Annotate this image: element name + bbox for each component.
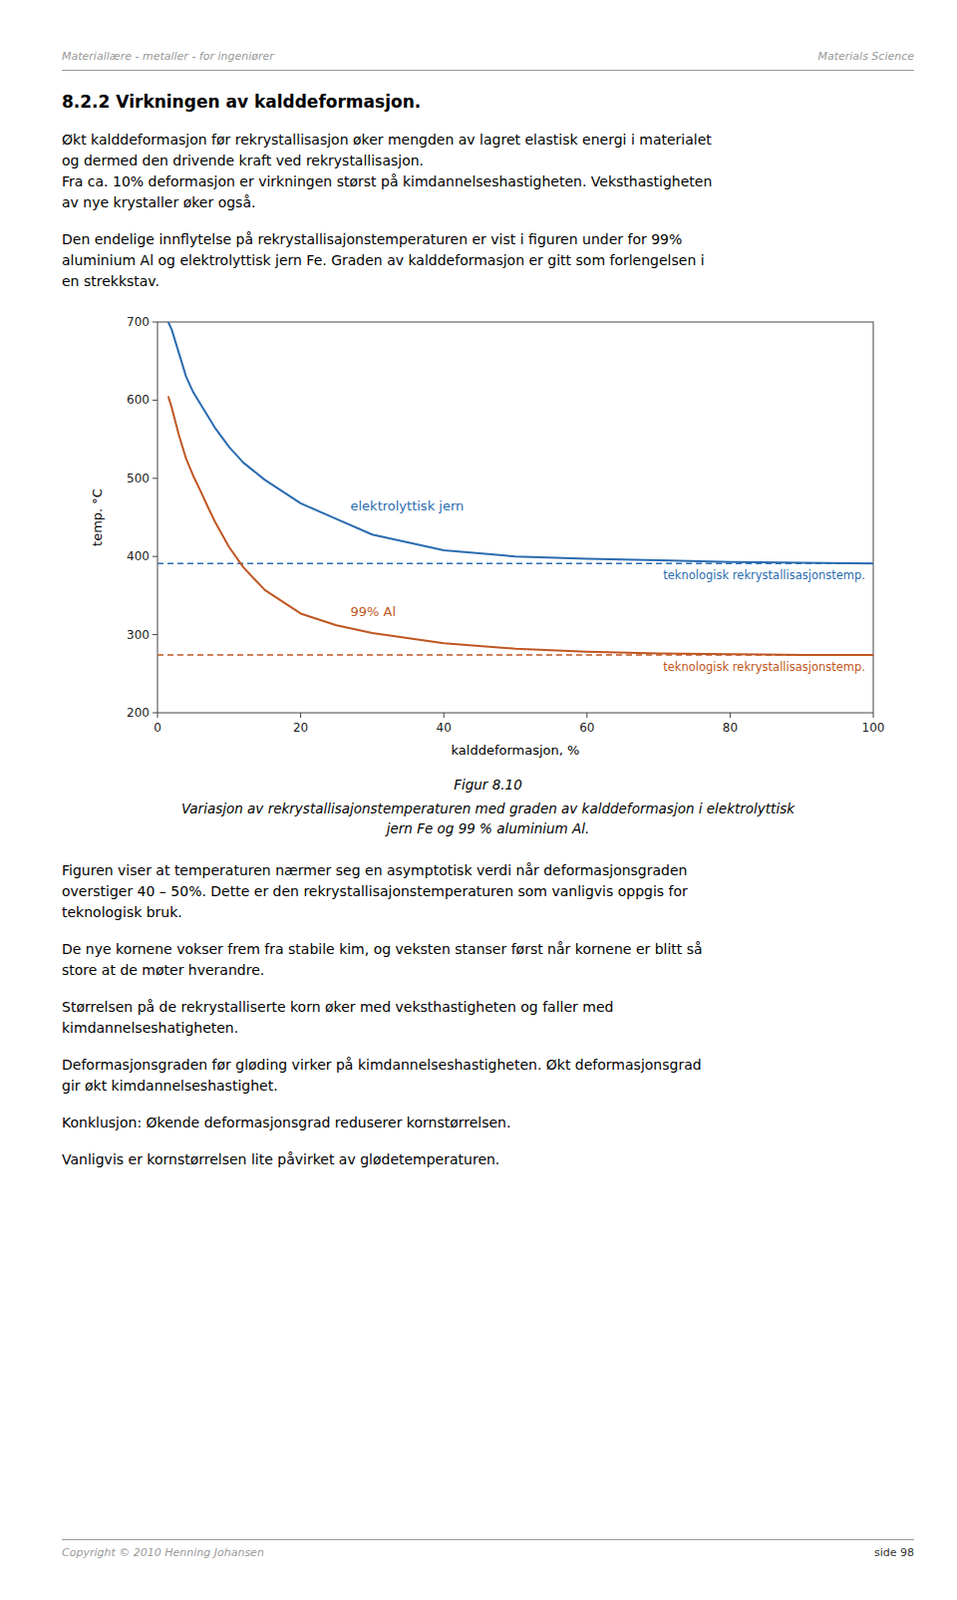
- y-axis-label: temp. °C: [89, 488, 105, 547]
- paragraph: Den endelige innflytelse på rekrystallis…: [61, 229, 915, 293]
- x-tick-label: 80: [721, 720, 737, 735]
- caption-text: Variasjon av rekrystallisajonstemperatur…: [61, 798, 915, 839]
- x-axis-label: kalddeformasjon, %: [450, 742, 580, 758]
- plot-frame: [157, 321, 874, 713]
- x-tick: [442, 712, 444, 718]
- series-label: 99% Al: [349, 604, 396, 620]
- y-tick-label: 300: [126, 628, 150, 642]
- paragraph: Konklusjon: Økende deformasjonsgrad redu…: [61, 1112, 915, 1134]
- x-tick-label: 0: [153, 720, 162, 735]
- x-tick: [728, 712, 730, 718]
- x-tick: [156, 712, 158, 718]
- chart-container: 0 20 40 60 80 100 200 300 400 500 600 700 kalddeform…: [61, 308, 915, 767]
- content: 8.2.2 Virkningen av kalddeformasjon. Økt …: [61, 91, 915, 1187]
- paragraph: Økt kalddeformasjon før rekrystallisasjo…: [61, 129, 915, 214]
- x-tick: [872, 712, 874, 718]
- y-tick: [152, 321, 158, 323]
- plot-area: [157, 321, 874, 655]
- x-tick-label: 20: [292, 720, 308, 735]
- y-tick: [152, 556, 158, 558]
- paragraph: Størrelsen på de rekrystalliserte korn ø…: [61, 996, 915, 1039]
- header-left: Materiallære - metaller - for ingeniører: [61, 49, 275, 63]
- series-line: [167, 395, 873, 654]
- y-tick-label: 600: [126, 392, 150, 407]
- y-tick: [152, 399, 158, 401]
- x-tick-label: 40: [435, 720, 451, 735]
- section-title: 8.2.2 Virkningen av kalddeformasjon.: [61, 91, 915, 112]
- x-tick: [300, 712, 302, 718]
- paragraph: De nye kornene vokser frem fra stabile k…: [61, 939, 915, 981]
- series-label: elektrolyttisk jern: [349, 498, 464, 514]
- figure-caption: Figur 8.10 Variasjon av rekrystallisajons…: [61, 774, 915, 839]
- reference-label: teknologisk rekrystallisasjonstemp.: [662, 659, 866, 674]
- header-right: Materials Science: [817, 49, 915, 63]
- paragraph: Deformasjonsgraden før gløding virker på…: [61, 1054, 915, 1097]
- y-tick-label: 700: [126, 315, 150, 329]
- y-tick: [152, 634, 158, 636]
- x-tick-label: 60: [579, 720, 595, 735]
- x-tick-label: 100: [861, 720, 885, 735]
- reference-label: teknologisk rekrystallisasjonstemp.: [662, 568, 866, 583]
- paragraph: Vanligvis er kornstørrelsen lite påvirke…: [61, 1149, 915, 1171]
- x-tick: [586, 712, 588, 718]
- y-tick-label: 200: [126, 705, 150, 720]
- y-tick: [152, 712, 158, 714]
- y-tick: [152, 477, 158, 479]
- series-line: [167, 321, 873, 564]
- chart: 0 20 40 60 80 100 200 300 400 500 600 700 kalddeform…: [79, 308, 898, 767]
- caption-title: Figur 8.10: [61, 774, 915, 795]
- y-tick-label: 500: [126, 471, 150, 486]
- footer-rule: [61, 1539, 915, 1541]
- y-tick-label: 400: [126, 549, 150, 564]
- footer-right: side 98: [874, 1546, 915, 1560]
- header-rule: [61, 69, 915, 71]
- paragraph: Figuren viser at temperaturen nærmer seg…: [61, 860, 915, 924]
- footer-left: Copyright © 2010 Henning Johansen: [61, 1546, 265, 1560]
